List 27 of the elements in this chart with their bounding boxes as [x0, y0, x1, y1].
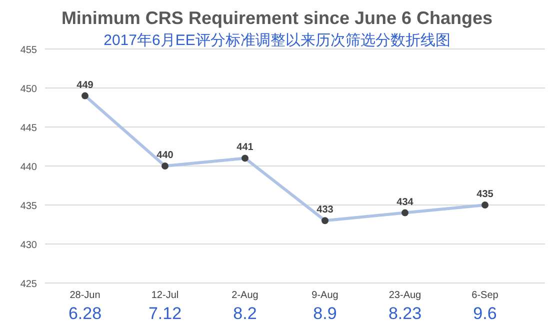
text: 6.28: [68, 304, 102, 323]
text: 8.9: [313, 304, 337, 323]
text: 9.6: [473, 304, 497, 323]
y-tick-label: 455: [20, 45, 38, 56]
x-tick-label: 23-Aug: [388, 290, 422, 301]
text: 8.23: [388, 304, 422, 323]
y-tick-label: 445: [20, 123, 38, 134]
x-tick-label: 12-Jul: [151, 290, 179, 301]
text: 7.12: [148, 304, 182, 323]
x-tick-label: 2-Aug: [232, 290, 258, 301]
y-tick-label: 440: [20, 162, 38, 173]
chart-title: Minimum CRS Requirement since June 6 Changes: [61, 8, 493, 28]
data-label: 434: [396, 196, 414, 208]
y-tick-label: 430: [20, 240, 38, 251]
x-tick-label: 9-Aug: [312, 290, 338, 301]
data-label: 440: [156, 150, 174, 161]
chart-subtitle: 2017年6月EE评分标准调整以来历次筛选分数折线图: [104, 32, 450, 49]
data-label: 435: [476, 189, 494, 200]
x-tick-label: 6-Sep: [472, 290, 499, 301]
text: 8.2: [233, 304, 257, 323]
y-tick-label: 450: [20, 84, 38, 95]
data-label: 449: [76, 80, 94, 91]
data-label: 433: [316, 204, 334, 216]
data-label: 441: [236, 142, 254, 154]
x-tick-label: 28-Jun: [70, 290, 100, 301]
y-tick-label: 435: [20, 201, 38, 212]
y-tick-label: 425: [20, 279, 38, 290]
